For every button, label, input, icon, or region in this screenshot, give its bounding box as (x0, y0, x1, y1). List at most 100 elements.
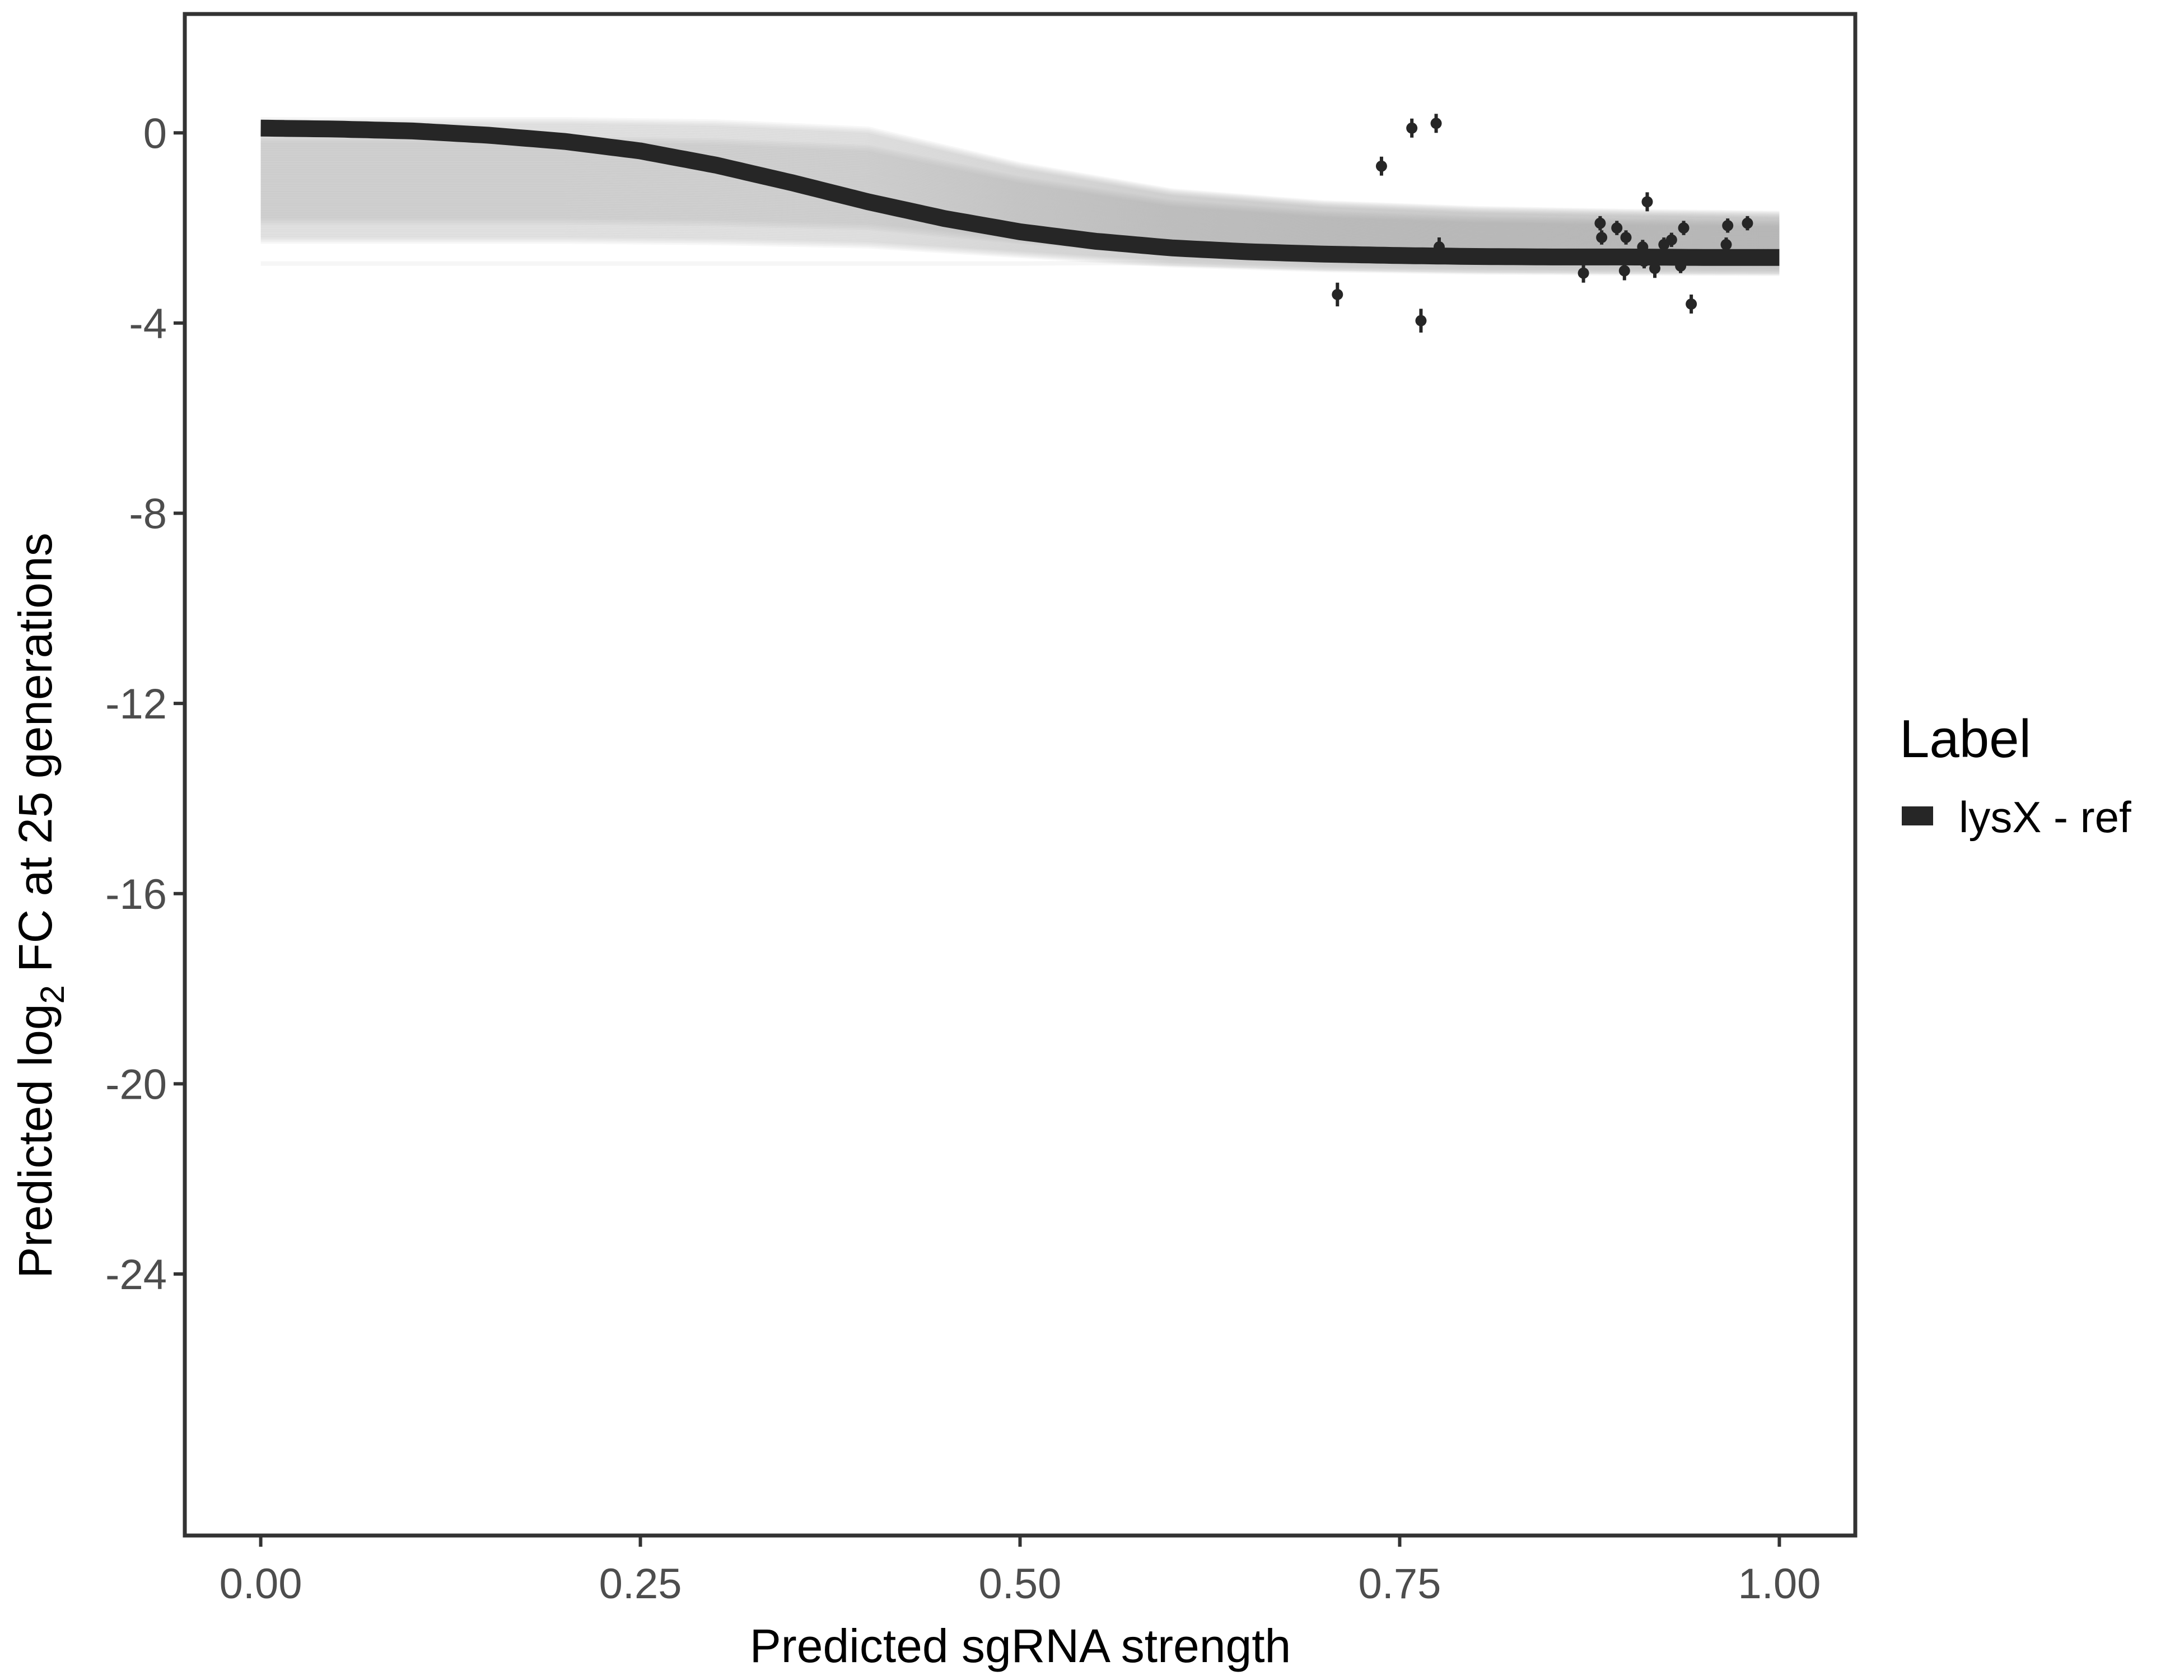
posterior-draw-line (260, 165, 1780, 242)
data-point (1641, 192, 1653, 212)
x-tick-label: 0.50 (979, 1560, 1062, 1608)
data-point (1649, 259, 1661, 278)
point-marker (1594, 217, 1606, 229)
posterior-draw-line (260, 236, 1780, 276)
posterior-draw-line (260, 167, 1780, 243)
x-tick-label: 0.25 (599, 1560, 682, 1608)
data-point (1742, 216, 1753, 231)
posterior-draw-line (260, 229, 1780, 273)
posterior-draw-line (260, 174, 1780, 246)
point-marker (1742, 217, 1753, 229)
posterior-draw-line (260, 143, 1780, 231)
point-marker (1720, 239, 1732, 250)
point-marker (1578, 267, 1589, 279)
y-tick-label: -24 (105, 1251, 167, 1299)
point-marker (1332, 288, 1343, 300)
point-marker (1649, 263, 1661, 274)
point-marker (1678, 222, 1690, 234)
legend-key-lysx-ref (1902, 806, 1933, 825)
point-marker (1620, 232, 1632, 244)
posterior-draw-line (260, 124, 1780, 222)
posterior-draw-line (260, 186, 1780, 252)
posterior-draw-line (260, 119, 1780, 220)
y-tick-label: -8 (129, 491, 167, 538)
legend-label-lysx-ref: lysX - ref (1959, 792, 2131, 842)
y-tick-label: -12 (105, 680, 167, 728)
posterior-draw-line (260, 260, 1780, 274)
data-point (1720, 237, 1732, 252)
posterior-draw-line (260, 148, 1780, 234)
point-marker (1617, 251, 1629, 263)
y-tick-label: -16 (105, 871, 167, 918)
posterior-draw-line (260, 120, 1780, 221)
posterior-draw-line (260, 172, 1780, 245)
posterior-draw-line (260, 170, 1780, 245)
point-marker (1722, 220, 1734, 231)
data-point (1375, 156, 1387, 176)
y-tick-label: -20 (105, 1061, 167, 1108)
posterior-draw-line (260, 146, 1780, 233)
point-marker (1686, 298, 1697, 310)
point-marker (1596, 232, 1608, 244)
y-axis-title: Predicted log2 FC at 25 generations (9, 533, 71, 1278)
posterior-draw-line (260, 231, 1780, 274)
posterior-draw-line (260, 158, 1780, 239)
posterior-draw-line (260, 162, 1780, 240)
posterior-draw-line (260, 144, 1780, 232)
y-axis-title-subscript: 2 (34, 985, 71, 1004)
y-tick-label: 0 (143, 110, 167, 157)
point-marker (1406, 122, 1418, 134)
data-point (1665, 232, 1677, 248)
data-point (1433, 237, 1445, 257)
posterior-draw-line (260, 164, 1780, 241)
data-point (1406, 118, 1418, 138)
x-tick-label: 0.00 (220, 1560, 302, 1608)
x-axis: 0.00 0.25 0.50 0.75 1.00 (220, 1536, 1821, 1608)
data-point (1678, 221, 1690, 235)
posterior-draw-line (260, 191, 1780, 255)
posterior-draw-line (260, 184, 1780, 251)
posterior-draw-line (260, 169, 1780, 244)
y-axis: 0 -4 -8 -12 -16 -20 -24 (105, 110, 185, 1299)
fitted-curve-layer (260, 119, 1780, 266)
data-point (1332, 282, 1343, 307)
posterior-draw-line (260, 189, 1780, 254)
posterior-draw-line (260, 153, 1780, 236)
posterior-draw-line (260, 160, 1780, 240)
x-tick-label: 1.00 (1738, 1560, 1821, 1608)
point-marker (1415, 315, 1427, 326)
data-point (1578, 263, 1589, 283)
posterior-draw-line (260, 225, 1780, 272)
data-point (1430, 114, 1442, 133)
posterior-draw-line (260, 177, 1780, 248)
point-marker (1665, 234, 1677, 246)
posterior-draw-line (260, 232, 1780, 275)
data-point (1639, 254, 1650, 269)
data-point (1637, 240, 1649, 254)
legend: Label lysX - ref (1900, 709, 2131, 842)
posterior-draw-line (260, 180, 1780, 250)
data-point (1675, 259, 1687, 273)
data-point (1620, 230, 1632, 245)
point-marker (1637, 241, 1649, 253)
data-point (1618, 261, 1630, 281)
y-tick-label: -4 (129, 300, 167, 348)
point-marker (1641, 196, 1653, 208)
y-axis-title-prefix: Predicted log (9, 1004, 62, 1278)
data-point (1686, 294, 1697, 314)
x-tick-label: 0.75 (1358, 1560, 1441, 1608)
posterior-draw-line (260, 156, 1780, 238)
posterior-draw-line (260, 155, 1780, 237)
posterior-draw-line (260, 182, 1780, 250)
data-point (1722, 218, 1734, 233)
posterior-draw-line (260, 122, 1780, 221)
point-marker (1675, 260, 1687, 272)
data-point (1596, 230, 1608, 245)
point-marker (1430, 118, 1442, 129)
fitted-curve-lysx-ref (260, 119, 1780, 266)
data-point (1611, 221, 1623, 235)
point-marker (1433, 241, 1445, 253)
point-marker (1639, 255, 1650, 267)
observed-points (1332, 114, 1753, 333)
